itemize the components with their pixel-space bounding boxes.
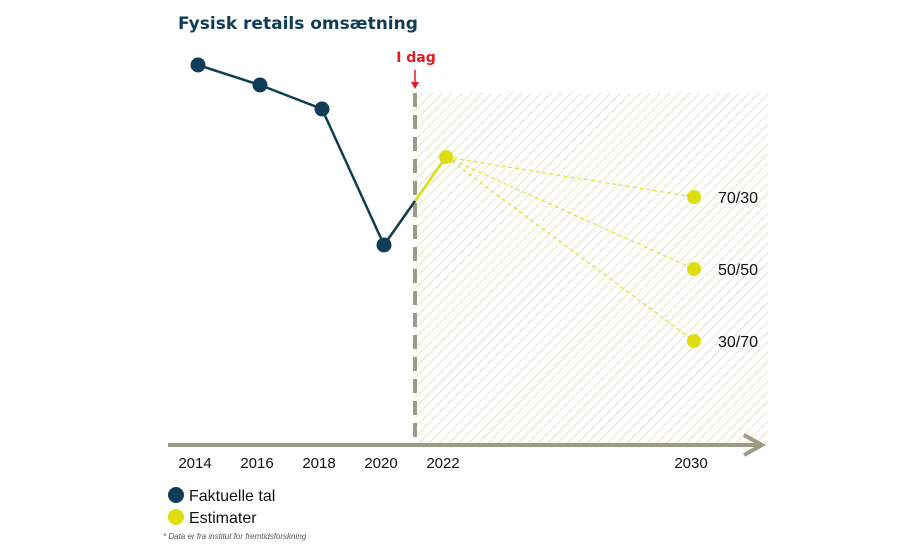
data-point-actual	[190, 57, 206, 73]
legend-marker-actual	[168, 487, 184, 503]
today-label: I dag	[396, 50, 436, 66]
footnote: * Data er fra institut for fremtidsforsk…	[163, 532, 307, 541]
x-tick-label: 2014	[178, 455, 211, 472]
scenario-line	[445, 156, 695, 342]
scenario-label: 30/70	[718, 334, 758, 351]
data-point-actual	[376, 237, 392, 253]
x-tick-label: 2016	[240, 455, 273, 472]
scenario-label: 70/30	[718, 190, 758, 207]
scenario-point	[687, 262, 701, 276]
x-tick-label: 2018	[302, 455, 335, 472]
data-point-estimate	[439, 150, 453, 164]
series-line	[197, 63, 386, 246]
legend: Faktuelle tal Estimater	[168, 487, 275, 527]
today-arrow-head	[411, 82, 419, 89]
legend-label-actual: Faktuelle tal	[189, 488, 275, 505]
chart-title: Fysisk retails omsætning	[178, 14, 418, 34]
legend-marker-estimate	[168, 509, 184, 525]
x-axis-arrow	[743, 433, 767, 457]
x-tick-label: 2030	[674, 455, 707, 472]
data-point-actual	[252, 77, 268, 93]
scenario-point	[687, 190, 701, 204]
scenario-label: 50/50	[718, 262, 758, 279]
scenario-point	[687, 334, 701, 348]
x-tick-label: 2020	[364, 455, 397, 472]
scenario-line	[445, 156, 695, 270]
forecast-area	[415, 93, 768, 445]
series-line-bridge	[382, 200, 417, 246]
data-point-actual	[314, 101, 330, 117]
legend-label-estimate: Estimater	[189, 510, 257, 527]
x-tick-label: 2022	[426, 455, 459, 472]
